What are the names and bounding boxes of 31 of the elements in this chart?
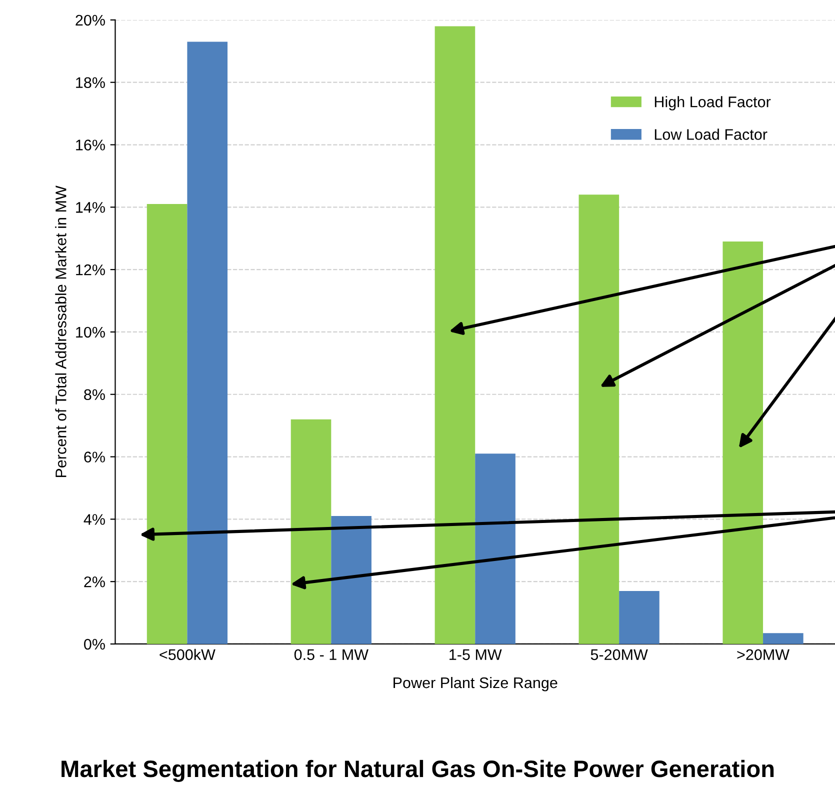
x-tick-label: 0.5 - 1 MW xyxy=(294,649,368,660)
bar xyxy=(331,516,372,644)
x-tick-label: <500kW xyxy=(160,648,216,660)
y-tick-label: 2% xyxy=(84,576,105,588)
x-tick-label: >20MW xyxy=(737,649,790,660)
x-axis-title: Power Plant Size Range xyxy=(394,676,558,692)
x-tick-label: 5-20MW xyxy=(590,649,648,660)
legend-label: High Load Factor xyxy=(654,96,771,110)
y-tick-label: 8% xyxy=(84,389,105,400)
bar xyxy=(187,42,228,644)
bar xyxy=(290,419,332,644)
y-tick-label: 6% xyxy=(84,452,105,462)
bar xyxy=(763,633,804,644)
y-tick-label: 4% xyxy=(84,514,105,525)
legend-label: Low Load Factor xyxy=(654,128,768,140)
y-tick-label: 0% xyxy=(84,638,105,650)
x-tick-label: 1-5 MW xyxy=(450,649,502,660)
y-tick-label: 18% xyxy=(76,77,105,88)
bar xyxy=(434,26,476,644)
y-tick-label: 20% xyxy=(76,14,105,26)
text: Market Segmentation for Natural Gas On-Site Power Generation xyxy=(62,760,774,782)
bar xyxy=(619,590,660,644)
bar xyxy=(578,194,620,644)
y-tick-label: 16% xyxy=(76,140,105,150)
bar xyxy=(722,241,764,644)
bar xyxy=(475,454,516,644)
bar xyxy=(146,204,188,644)
y-axis-title: Percent of Total Addressable Market in MW xyxy=(55,186,66,478)
y-tick-label: 10% xyxy=(76,326,105,338)
y-tick-label: 14% xyxy=(76,202,105,213)
y-tick-label: 12% xyxy=(76,264,105,276)
